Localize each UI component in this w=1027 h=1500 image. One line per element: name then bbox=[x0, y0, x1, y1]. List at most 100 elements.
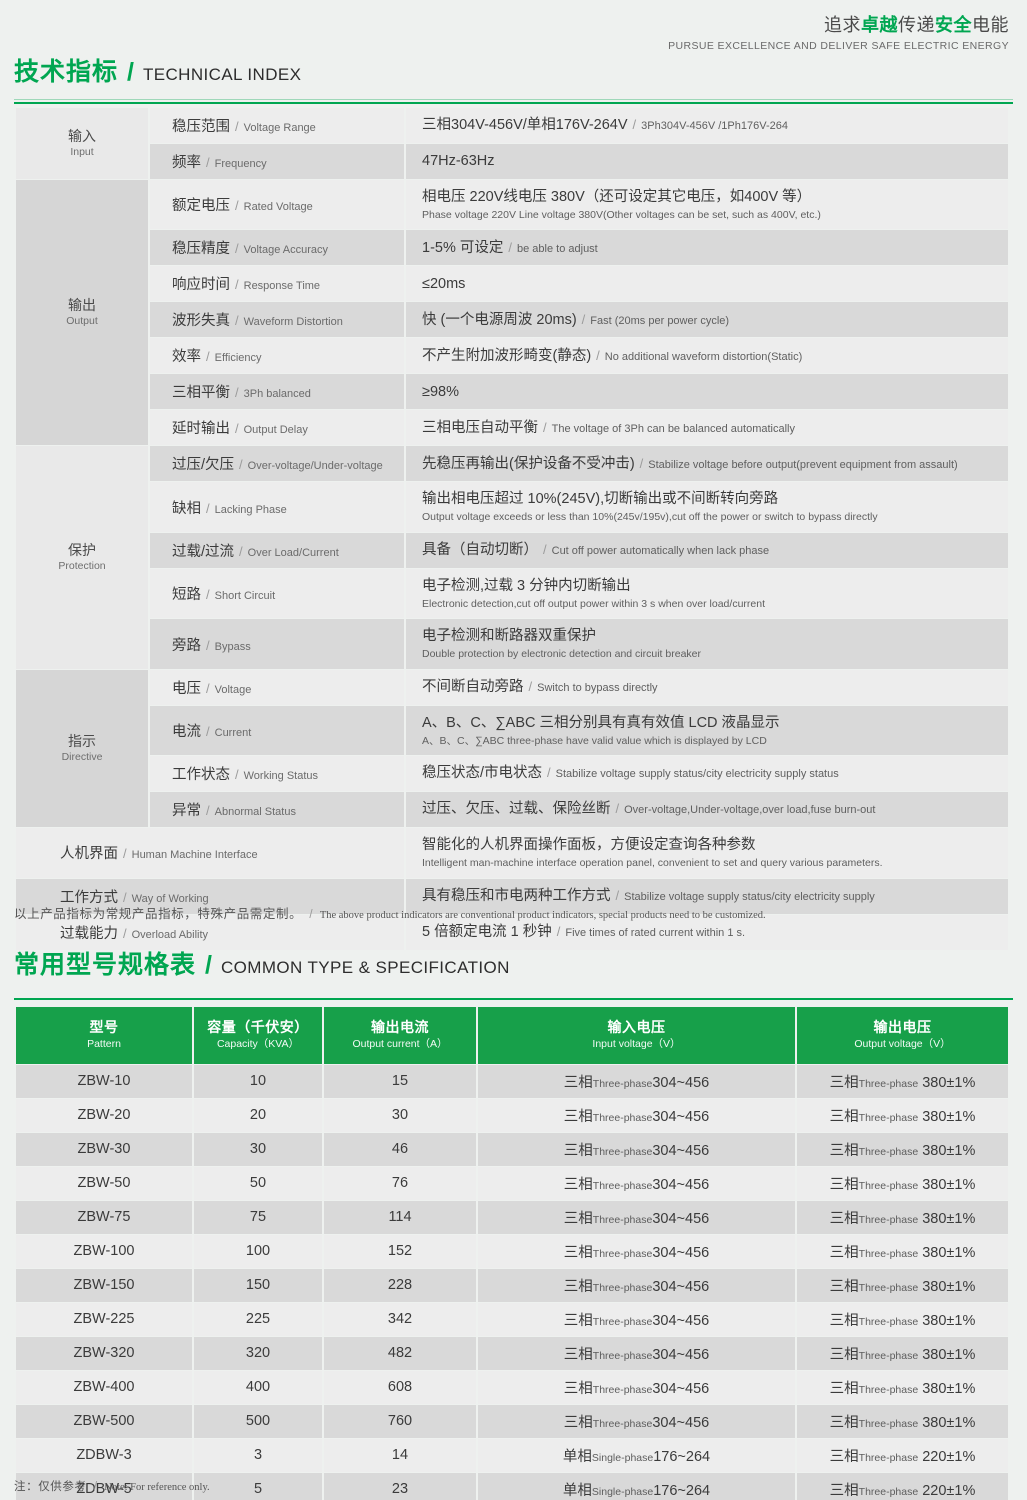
input-phase-en: Three-phase bbox=[592, 1315, 653, 1328]
output-phase-cn: 三相 bbox=[829, 1448, 859, 1465]
spec-label-cell: 缺相 / Lacking Phase bbox=[150, 482, 404, 532]
cell-input-voltage: 三相Three-phase304~456 bbox=[478, 1268, 795, 1302]
tagline-word: 电能 bbox=[972, 15, 1009, 35]
model-value: ZDBW-3 bbox=[76, 1447, 132, 1464]
table-row: ZBW-225 225 342 三相Three-phase304~456 三相Three… bbox=[16, 1302, 1008, 1336]
spec-value-cell: ≤20ms bbox=[406, 266, 1008, 302]
input-phase-cn: 三相 bbox=[563, 1312, 593, 1329]
spec-label-en: Voltage Accuracy bbox=[243, 244, 329, 257]
spec-value-cell: 先稳压再输出(保护设备不受冲击) / Stabilize voltage befor… bbox=[406, 446, 1008, 482]
input-phase-cn: 三相 bbox=[563, 1346, 593, 1363]
output-phase-en: Three-phase bbox=[858, 1111, 919, 1124]
model-value: ZBW-320 bbox=[73, 1345, 135, 1362]
model-value: ZBW-150 bbox=[73, 1277, 135, 1294]
spec-value-cell: 三相304V-456V/单相176V-264V/ 3Ph304V-456V /1P… bbox=[406, 108, 1008, 143]
cell-model: ZBW-50 bbox=[16, 1166, 192, 1200]
input-voltage-value: 304~456 bbox=[652, 1074, 710, 1091]
spec-value-cn: A、B、C、∑ABC 三相分别具有真有效值 LCD 液晶显示 bbox=[422, 714, 780, 731]
column-header: 输出电流 Output current（A） bbox=[324, 1007, 476, 1064]
spec-value-cell: 具有稳压和市电两种工作方式 / Stabilize voltage supply s… bbox=[406, 878, 1008, 914]
output-phase-cn: 三相 bbox=[829, 1108, 859, 1125]
spec-label-cn: 延时输出 bbox=[172, 421, 230, 438]
table-row: ZBW-75 75 114 三相Three-phase304~456 三相Three-p… bbox=[16, 1200, 1008, 1234]
model-value: ZBW-20 bbox=[77, 1107, 131, 1124]
output-voltage-value: 220±1% bbox=[918, 1482, 976, 1499]
spec-value-cn: 不产生附加波形畸变(静态) bbox=[422, 347, 592, 364]
section2-title-cn: 常用型号规格表 bbox=[14, 951, 197, 979]
input-phase-cn: 三相 bbox=[563, 1142, 593, 1159]
spec-label-cn: 响应时间 bbox=[172, 277, 230, 294]
cell-output-current: 114 bbox=[324, 1200, 476, 1234]
cell-output-voltage: 三相Three-phase 380±1% bbox=[797, 1336, 1008, 1370]
output-phase-cn: 三相 bbox=[829, 1074, 859, 1091]
table-row: ZDBW-3 3 14 单相Single-phase176~264 三相Three-ph… bbox=[16, 1438, 1008, 1472]
capacity-value: 20 bbox=[249, 1107, 267, 1124]
tech-note-sep: / bbox=[309, 909, 313, 921]
spec-label-en: Over-voltage/Under-voltage bbox=[247, 460, 383, 473]
table-row: ZBW-30 30 46 三相Three-phase304~456 三相Three-ph… bbox=[16, 1132, 1008, 1166]
spec-table-note: 注：仅供参考 / Note: For reference only. bbox=[14, 1478, 210, 1494]
output-phase-cn: 三相 bbox=[829, 1482, 859, 1499]
input-phase-cn: 三相 bbox=[563, 1108, 593, 1125]
input-phase-en: Single-phase bbox=[591, 1451, 654, 1464]
cell-output-voltage: 三相Three-phase 380±1% bbox=[797, 1370, 1008, 1404]
cell-output-voltage: 三相Three-phase 380±1% bbox=[797, 1064, 1008, 1098]
spec-label-cn: 稳压范围 bbox=[172, 119, 230, 135]
table-row: ZBW-100 100 152 三相Three-phase304~456 三相Three… bbox=[16, 1234, 1008, 1268]
spec-label-cell: 异常 / Abnormal Status bbox=[150, 792, 404, 828]
cell-capacity: 10 bbox=[194, 1064, 322, 1098]
spec-label-en: Overload Ability bbox=[131, 928, 209, 941]
spec-label-en: Voltage bbox=[214, 683, 252, 696]
category-label-en: Output bbox=[66, 315, 98, 328]
label-separator: / bbox=[123, 925, 127, 941]
value-separator: / bbox=[596, 347, 600, 363]
spec-value-cell: 1-5% 可设定 / be able to adjust bbox=[406, 230, 1008, 266]
output-voltage-value: 380±1% bbox=[918, 1244, 976, 1261]
tagline-word: 传递 bbox=[898, 15, 935, 35]
spec-label-cn: 电流 bbox=[172, 723, 201, 740]
spec-value-cn: ≥98% bbox=[422, 383, 459, 400]
input-phase-cn: 三相 bbox=[563, 1414, 593, 1431]
spec-label-en: Working Status bbox=[243, 770, 319, 783]
input-phase-cn: 单相 bbox=[562, 1482, 592, 1499]
table-row: 过载能力 / Overload Ability 5 倍额定电流 1 秒钟 / Five t… bbox=[16, 914, 1008, 950]
table-row: ZDBW-5 5 23 单相Single-phase176~264 三相Three-ph… bbox=[16, 1472, 1008, 1500]
spec-label-cell: 过载/过流 / Over Load/Current bbox=[150, 532, 404, 568]
output-voltage-value: 380±1% bbox=[918, 1380, 976, 1397]
cell-model: ZDBW-5 bbox=[16, 1472, 192, 1500]
cell-output-current: 228 bbox=[324, 1268, 476, 1302]
output-phase-cn: 三相 bbox=[829, 1346, 859, 1363]
section1-slash: / bbox=[127, 58, 134, 86]
spec-value-cn: 智能化的人机界面操作面板，方便设定查询各种参数 bbox=[422, 837, 756, 854]
output-phase-en: Three-phase bbox=[858, 1349, 919, 1362]
spec-value-cn: 先稳压再输出(保护设备不受冲击) bbox=[422, 455, 635, 472]
label-separator: / bbox=[206, 637, 210, 653]
tagline-chinese: 追求卓越传递安全电能 bbox=[668, 14, 1009, 37]
capacity-value: 3 bbox=[253, 1447, 263, 1464]
input-phase-en: Three-phase bbox=[592, 1179, 653, 1192]
section1-title-en: TECHNICAL INDEX bbox=[142, 65, 302, 84]
input-phase-en: Single-phase bbox=[591, 1485, 654, 1498]
spec-label-en: Current bbox=[214, 726, 252, 739]
spec-label-cn: 稳压精度 bbox=[172, 241, 230, 258]
spec-label-cn: 过载能力 bbox=[60, 925, 118, 942]
output-voltage-value: 380±1% bbox=[918, 1278, 976, 1295]
output-phase-cn: 三相 bbox=[829, 1312, 859, 1329]
input-phase-en: Three-phase bbox=[592, 1077, 653, 1090]
cell-output-current: 760 bbox=[324, 1404, 476, 1438]
current-value: 14 bbox=[391, 1447, 409, 1464]
cell-model: ZBW-320 bbox=[16, 1336, 192, 1370]
output-phase-cn: 三相 bbox=[829, 1278, 859, 1295]
brand-tagline: 追求卓越传递安全电能 PURSUE EXCELLENCE AND DELIVER… bbox=[668, 14, 1009, 53]
category-label-en: Input bbox=[70, 146, 94, 159]
input-voltage-value: 176~264 bbox=[653, 1482, 711, 1499]
value-separator: / bbox=[547, 765, 551, 781]
cell-capacity: 225 bbox=[194, 1302, 322, 1336]
spec-label-cell: 工作状态 / Working Status bbox=[150, 756, 404, 792]
spec-value-cn: 1-5% 可设定 bbox=[422, 239, 504, 256]
spec-value-cell: 三相电压自动平衡 / The voltage of 3Ph can be balan… bbox=[406, 410, 1008, 446]
spec-value-en: Stabilize voltage before output(prevent … bbox=[648, 458, 958, 471]
spec-label-cn: 过载/过流 bbox=[172, 543, 235, 560]
section-header-technical-index: 技术指标 / TECHNICAL INDEX bbox=[0, 52, 301, 88]
model-value: ZBW-225 bbox=[73, 1311, 135, 1328]
